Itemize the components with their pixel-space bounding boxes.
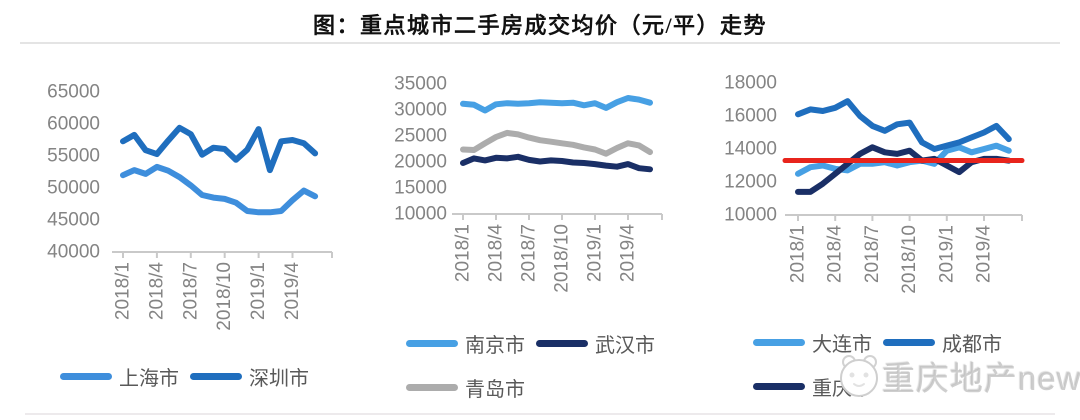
x-axis-tick-label: 2018/7 [180, 262, 201, 320]
x-axis-tick-label: 2018/1 [788, 225, 809, 283]
series-line-0-0 [120, 163, 319, 216]
page-title: 图：重点城市二手房成交均价（元/平）走势 [312, 13, 768, 38]
x-axis-tick-label: 2018/7 [519, 224, 540, 282]
legend-item: 武汉市 [536, 329, 655, 358]
legend-label: 大连市 [812, 334, 872, 356]
legend-item: 上海市 [60, 362, 179, 391]
legend-swatch [753, 339, 805, 346]
panda-logo-icon [840, 355, 878, 397]
legend-swatch [406, 384, 458, 391]
x-axis-tick-label: 2018/4 [146, 262, 167, 321]
legend-item: 成都市 [883, 328, 1002, 357]
chart-legend: 大连市 成都市 重庆市 [753, 328, 1013, 416]
y-axis-tick-label: 65000 [47, 82, 100, 103]
y-axis-tick-label: 10000 [724, 205, 777, 226]
series-line-1-1 [460, 153, 653, 173]
series-line-2-0 [795, 142, 1012, 177]
watermark: 重庆地产news [836, 352, 1080, 400]
y-axis-tick-label: 60000 [47, 114, 100, 135]
x-axis-tick-label: 2018/10 [899, 225, 920, 294]
legend-swatch [406, 340, 458, 347]
legend-item: 深圳市 [190, 362, 309, 391]
legend-label: 南京市 [465, 335, 525, 357]
legend-label: 成都市 [942, 334, 1002, 356]
x-axis-tick-label: 2018/10 [552, 224, 573, 293]
y-axis-tick-label: 14000 [724, 139, 777, 160]
y-axis-tick-label: 16000 [724, 106, 777, 127]
series-line-1-2 [460, 129, 653, 157]
legend-item: 南京市 [406, 329, 525, 358]
chart-legend: 上海市 深圳市 [60, 362, 320, 406]
series-line-0-1 [120, 124, 319, 174]
y-axis-tick-label: 18000 [724, 73, 777, 94]
y-axis-tick-label: 45000 [47, 210, 100, 231]
bottom-divider [25, 413, 1055, 415]
y-axis-tick-label: 10000 [394, 204, 447, 225]
x-axis-tick-label: 2018/1 [113, 262, 134, 320]
y-axis-tick-label: 40000 [47, 242, 100, 263]
title-divider [20, 42, 1060, 44]
legend-swatch [60, 373, 112, 380]
x-axis-tick-label: 2018/4 [486, 224, 507, 283]
legend-swatch [883, 339, 935, 346]
series-line-1-0 [460, 95, 653, 114]
y-axis-tick-label: 55000 [47, 146, 100, 167]
legend-item: 青岛市 [406, 373, 525, 402]
series-line-2-1 [795, 98, 1012, 152]
x-axis-tick-label: 2019/1 [585, 224, 606, 282]
legend-swatch [536, 340, 588, 347]
y-axis-tick-label: 35000 [394, 74, 447, 95]
x-axis-tick-label: 2018/10 [214, 262, 235, 331]
x-axis-tick-label: 2019/4 [618, 224, 639, 283]
x-axis-tick-label: 2019/4 [974, 225, 995, 284]
y-axis-tick-label: 20000 [394, 152, 447, 173]
legend-row: 上海市 深圳市 [60, 362, 320, 391]
legend-row: 大连市 成都市 [753, 328, 1013, 357]
y-axis-tick-label: 30000 [394, 100, 447, 121]
watermark-text: 重庆地产news [882, 360, 1080, 397]
legend-swatch [190, 373, 242, 380]
legend-item: 大连市 [753, 328, 872, 357]
legend-label: 武汉市 [595, 335, 655, 357]
y-axis-tick-label: 50000 [47, 178, 100, 199]
legend-label: 深圳市 [249, 368, 309, 390]
x-axis-tick-label: 2019/1 [936, 225, 957, 283]
x-axis-tick-label: 2019/1 [248, 262, 269, 320]
y-axis-tick-label: 12000 [724, 172, 777, 193]
chart-legend: 南京市 武汉市青岛市 [406, 329, 666, 417]
legend-label: 青岛市 [465, 379, 525, 401]
x-axis-tick-label: 2018/1 [453, 224, 474, 282]
legend-swatch [753, 383, 805, 390]
y-axis-tick-label: 15000 [394, 178, 447, 199]
y-axis-tick-label: 25000 [394, 126, 447, 147]
x-axis-tick-label: 2019/4 [282, 262, 303, 321]
legend-row: 青岛市 [406, 373, 666, 402]
x-axis-tick-label: 2018/4 [825, 225, 846, 284]
legend-row: 南京市 武汉市 [406, 329, 666, 358]
x-axis-tick-label: 2018/7 [862, 225, 883, 283]
legend-label: 上海市 [119, 368, 179, 390]
